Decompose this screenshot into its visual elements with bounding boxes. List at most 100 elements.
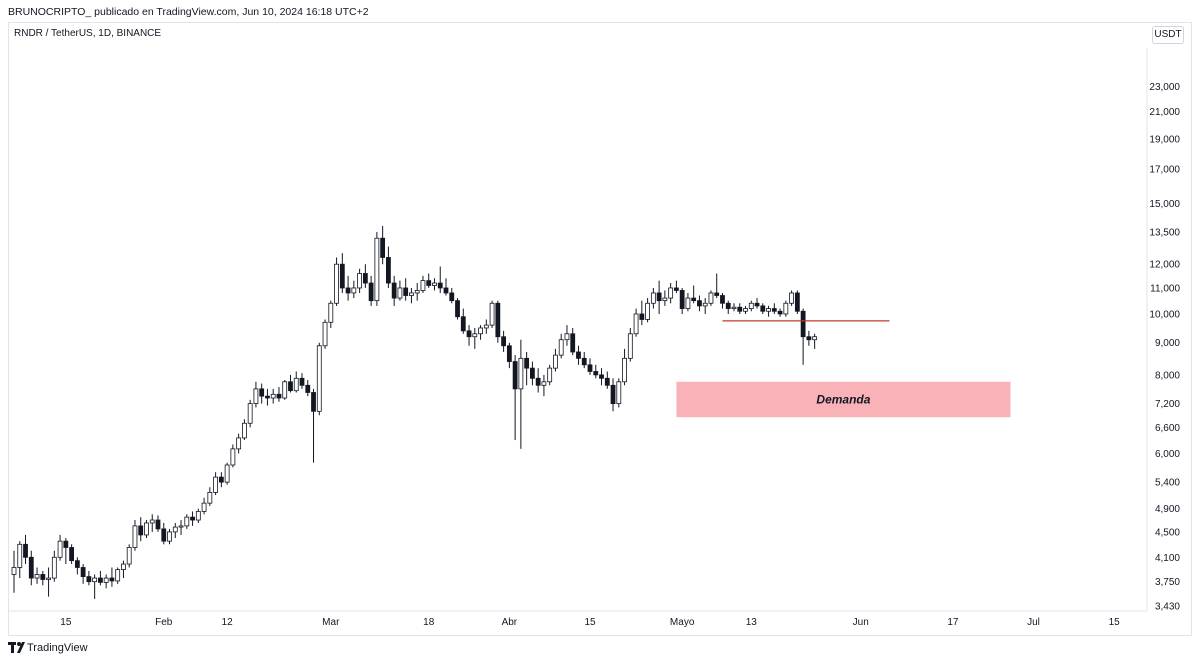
candle[interactable]: [414, 283, 420, 301]
candle[interactable]: [714, 273, 720, 299]
candle[interactable]: [184, 514, 190, 529]
candle[interactable]: [466, 325, 472, 346]
candle[interactable]: [63, 538, 69, 565]
candle[interactable]: [743, 305, 748, 314]
candle[interactable]: [478, 325, 483, 340]
candle[interactable]: [455, 298, 460, 320]
candle[interactable]: [144, 520, 149, 539]
candle[interactable]: [17, 541, 23, 579]
candle[interactable]: [357, 268, 363, 293]
candle[interactable]: [754, 298, 760, 309]
candle[interactable]: [524, 351, 530, 386]
candle[interactable]: [581, 351, 587, 369]
candle[interactable]: [374, 232, 380, 306]
candle[interactable]: [391, 275, 397, 306]
candle[interactable]: [351, 280, 357, 299]
candle[interactable]: [149, 514, 155, 532]
candle[interactable]: [236, 433, 242, 454]
candle[interactable]: [334, 257, 339, 306]
candle[interactable]: [553, 348, 558, 372]
candle[interactable]: [253, 381, 259, 408]
candle[interactable]: [311, 388, 316, 463]
candle[interactable]: [674, 280, 679, 293]
candle[interactable]: [720, 292, 725, 309]
candle[interactable]: [691, 285, 697, 304]
candle[interactable]: [224, 462, 230, 485]
candle[interactable]: [385, 246, 391, 288]
candle[interactable]: [576, 345, 581, 365]
candle[interactable]: [622, 348, 627, 386]
candle[interactable]: [51, 550, 57, 582]
candle[interactable]: [650, 287, 656, 309]
candle[interactable]: [201, 497, 207, 515]
candle[interactable]: [656, 280, 662, 314]
candle[interactable]: [299, 373, 305, 389]
candle[interactable]: [616, 378, 622, 408]
candle[interactable]: [449, 287, 455, 304]
candle[interactable]: [86, 570, 92, 586]
candle[interactable]: [570, 327, 576, 356]
candle[interactable]: [46, 567, 51, 597]
candle[interactable]: [800, 308, 806, 365]
candle[interactable]: [380, 226, 386, 265]
candle[interactable]: [80, 564, 86, 584]
candle[interactable]: [247, 399, 253, 428]
chart-frame[interactable]: [8, 22, 1192, 636]
candle[interactable]: [69, 544, 74, 565]
candle[interactable]: [564, 325, 570, 346]
candle[interactable]: [426, 273, 432, 288]
candle[interactable]: [288, 374, 293, 393]
price-axis[interactable]: 23,000 21,000 19,000 17,000 15,000 13,500 12,0…: [1149, 82, 1180, 612]
candle[interactable]: [161, 522, 167, 545]
candle[interactable]: [322, 319, 328, 349]
candle[interactable]: [368, 275, 374, 306]
candle[interactable]: [23, 534, 28, 565]
tradingview-logo-icon[interactable]: [8, 641, 28, 655]
candle[interactable]: [771, 303, 777, 314]
candle[interactable]: [633, 308, 639, 337]
candle[interactable]: [541, 374, 547, 397]
candle[interactable]: [518, 339, 524, 449]
candle[interactable]: [789, 290, 794, 306]
candle[interactable]: [547, 364, 553, 386]
candle[interactable]: [40, 570, 46, 586]
candle[interactable]: [109, 567, 115, 587]
candle[interactable]: [593, 364, 599, 379]
candle[interactable]: [126, 544, 132, 568]
candle[interactable]: [432, 278, 437, 291]
candle[interactable]: [662, 290, 668, 306]
candle[interactable]: [443, 278, 449, 296]
candle[interactable]: [276, 387, 282, 402]
candle[interactable]: [270, 388, 276, 404]
candle[interactable]: [167, 528, 172, 545]
candle[interactable]: [702, 298, 708, 314]
candle[interactable]: [530, 361, 535, 386]
candle[interactable]: [420, 275, 426, 293]
candle[interactable]: [472, 327, 478, 349]
candle[interactable]: [207, 487, 213, 506]
currency-button[interactable]: USDT: [1152, 26, 1184, 44]
candle[interactable]: [28, 550, 34, 586]
candle[interactable]: [587, 358, 593, 375]
candle[interactable]: [98, 570, 103, 586]
candle[interactable]: [362, 264, 368, 288]
candle[interactable]: [766, 305, 771, 317]
candle[interactable]: [460, 308, 466, 334]
candle[interactable]: [115, 567, 121, 584]
candle[interactable]: [748, 300, 754, 312]
candle[interactable]: [558, 333, 564, 359]
candle[interactable]: [812, 333, 818, 349]
candle[interactable]: [725, 300, 731, 314]
brand-name[interactable]: TradingView: [27, 642, 88, 654]
candle[interactable]: [230, 444, 236, 468]
candle[interactable]: [305, 380, 311, 397]
candle[interactable]: [155, 515, 161, 532]
candle[interactable]: [213, 472, 219, 496]
candle[interactable]: [282, 380, 288, 400]
candle[interactable]: [132, 520, 138, 551]
candle[interactable]: [512, 355, 518, 441]
candle[interactable]: [403, 278, 409, 301]
candle[interactable]: [668, 283, 674, 304]
candle[interactable]: [11, 550, 17, 593]
